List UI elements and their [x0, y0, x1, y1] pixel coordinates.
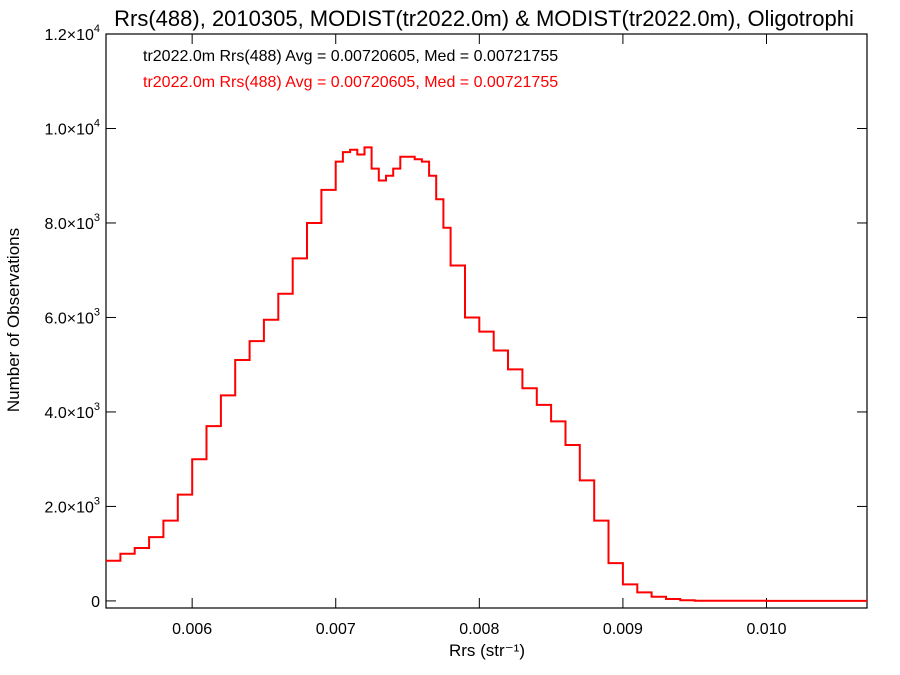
- x-tick-label: 0.006: [172, 621, 212, 638]
- x-axis: 0.006 0.007 0.008 0.009 0.010: [172, 34, 787, 638]
- x-tick-label: 0.008: [459, 621, 499, 638]
- y-tick-label: 0: [91, 594, 100, 611]
- y-tick-label: 4.0×103: [44, 401, 100, 422]
- y-tick-label: 8.0×103: [44, 212, 100, 233]
- x-tick-label: 0.009: [603, 621, 643, 638]
- legend: tr2022.0m Rrs(488) Avg = 0.00720605, Med…: [143, 48, 558, 91]
- x-tick-label: 0.010: [746, 621, 786, 638]
- y-tick-label: 6.0×103: [44, 306, 100, 327]
- chart-title: Rrs(488), 2010305, MODIST(tr2022.0m) & M…: [114, 6, 854, 31]
- plot-frame: [105, 33, 868, 609]
- series-layer: [106, 146, 867, 602]
- y-axis: 0 2.0×103 4.0×103 6.0×103 8.0×103 1.0×104 1.2×…: [44, 23, 867, 611]
- y-axis-label: Number of Observations: [4, 228, 23, 412]
- x-axis-label: Rrs (str⁻¹): [449, 641, 525, 660]
- legend-entry: tr2022.0m Rrs(488) Avg = 0.00720605, Med…: [143, 74, 558, 91]
- y-tick-label: 1.0×104: [44, 117, 100, 138]
- histogram-series-line: [106, 146, 867, 602]
- legend-entry: tr2022.0m Rrs(488) Avg = 0.00720605, Med…: [143, 48, 558, 65]
- y-tick-label: 2.0×103: [44, 495, 100, 516]
- y-tick-label: 1.2×104: [44, 23, 100, 44]
- x-tick-label: 0.007: [316, 621, 356, 638]
